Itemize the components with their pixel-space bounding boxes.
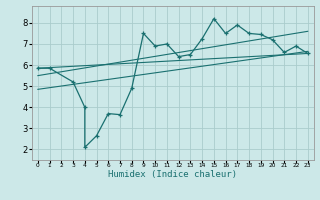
X-axis label: Humidex (Indice chaleur): Humidex (Indice chaleur) (108, 170, 237, 179)
